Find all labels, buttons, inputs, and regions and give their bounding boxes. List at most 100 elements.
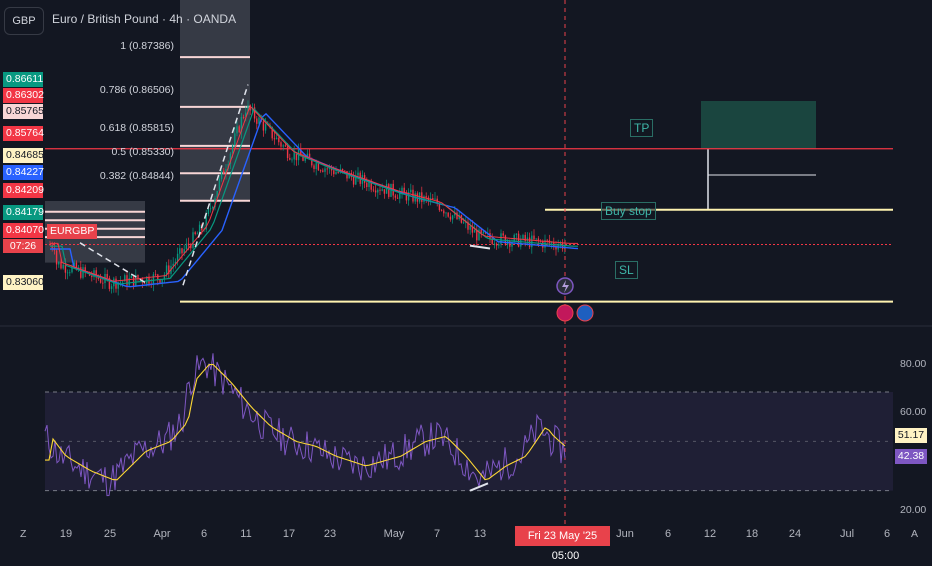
candle-body xyxy=(242,117,245,118)
candle-body xyxy=(460,214,463,223)
x-tick-label: 6 xyxy=(664,528,672,540)
candle-body xyxy=(368,181,370,188)
price-label: 0.86611 xyxy=(3,72,43,87)
rsi-moving-average xyxy=(45,363,566,481)
candle-body xyxy=(58,261,60,265)
candle-body xyxy=(289,157,291,160)
candle-body xyxy=(97,277,100,279)
candle-body xyxy=(396,197,399,199)
x-tick-label: Jun xyxy=(616,528,634,540)
price-chart[interactable] xyxy=(0,0,932,550)
candle-body xyxy=(306,153,309,158)
x-tick-label: 12 xyxy=(703,528,717,540)
candle-body xyxy=(304,157,306,161)
candle-body xyxy=(326,168,328,170)
candle-body xyxy=(159,279,161,283)
candle-body xyxy=(143,282,146,284)
candle-body xyxy=(322,170,324,172)
candle-body xyxy=(214,198,216,207)
candle-body xyxy=(207,208,210,214)
candle-body xyxy=(102,282,104,284)
candle-body xyxy=(275,137,278,140)
candle-body xyxy=(128,278,130,286)
candle-body xyxy=(192,232,194,249)
candle-body xyxy=(69,272,71,274)
candle-body xyxy=(372,189,375,191)
trend-dash xyxy=(469,244,491,250)
price-label: 0.86302 xyxy=(3,88,44,103)
candle-body xyxy=(60,261,62,269)
candle-body xyxy=(383,189,386,194)
candle-body xyxy=(55,250,58,265)
candle-body xyxy=(216,190,218,199)
buy-stop-label[interactable]: Buy stop xyxy=(601,202,656,220)
candle-body xyxy=(106,273,108,278)
rsi-axis-80: 80.00 xyxy=(900,358,927,370)
candle-body xyxy=(302,156,304,161)
candle-body xyxy=(220,170,223,179)
candle-body xyxy=(522,234,524,240)
candle-body xyxy=(119,281,122,283)
candle-body xyxy=(62,264,64,269)
candle-body xyxy=(434,198,436,200)
candle-body xyxy=(315,163,317,169)
candle-body xyxy=(478,229,480,241)
candle-body xyxy=(135,274,137,286)
trend-dash xyxy=(79,242,146,284)
candle-body xyxy=(80,267,82,278)
tp-zone xyxy=(701,101,816,149)
sl-label[interactable]: SL xyxy=(615,261,638,279)
candle-body xyxy=(385,184,388,194)
candle-body xyxy=(531,235,533,248)
candle-body xyxy=(394,195,397,198)
candle-body xyxy=(355,175,357,185)
candle-body xyxy=(181,248,183,254)
candle-body xyxy=(341,169,344,171)
candle-body xyxy=(390,183,392,197)
candle-body xyxy=(264,124,267,131)
candle-body xyxy=(282,145,284,147)
candle-body xyxy=(526,237,529,241)
candle-body xyxy=(82,267,84,278)
candle-body xyxy=(473,230,476,233)
candle-body xyxy=(388,184,390,197)
moving-average-red xyxy=(50,105,578,282)
candle-body xyxy=(335,172,337,175)
symbol-tag: EURGBP xyxy=(47,224,98,239)
lightning-glyph xyxy=(562,280,569,293)
crosshair-date: Fri 23 May '25 xyxy=(527,530,598,542)
candle-body xyxy=(49,244,51,246)
x-tick-label: 24 xyxy=(788,528,802,540)
tp-label[interactable]: TP xyxy=(630,119,654,137)
x-tick-label: 17 xyxy=(282,528,296,540)
candle-body xyxy=(165,265,168,275)
candle-body xyxy=(273,138,276,140)
chart-stage[interactable] xyxy=(0,0,932,550)
candle-body xyxy=(291,159,293,161)
candle-body xyxy=(462,222,465,224)
candle-body xyxy=(524,234,526,241)
symbol-badge[interactable]: GBP xyxy=(4,7,44,35)
x-tick-label: 6 xyxy=(200,528,208,540)
timezone-icon[interactable]: Z xyxy=(20,528,27,540)
candle-body xyxy=(146,276,148,284)
x-tick-label: May xyxy=(383,528,405,540)
crosshair-date-tag: Fri 23 May '25 05:00 xyxy=(515,526,610,562)
candle-body xyxy=(108,277,111,289)
candle-body xyxy=(172,263,174,266)
auto-scale-icon[interactable]: A xyxy=(911,528,919,540)
candle-body xyxy=(66,272,69,274)
candle-body xyxy=(502,233,504,236)
candle-body xyxy=(377,189,379,193)
x-tick-label: 6 xyxy=(883,528,891,540)
candle-body xyxy=(324,168,326,172)
candle-body xyxy=(537,238,540,242)
candle-body xyxy=(209,208,212,210)
candle-body xyxy=(509,241,511,247)
fib-level-label: 0.382 (0.84844) xyxy=(99,170,174,182)
candle-body xyxy=(517,233,520,247)
candle-body xyxy=(73,262,75,267)
price-label: 0.84070 xyxy=(3,223,44,238)
candle-body xyxy=(132,275,135,286)
x-tick-label: 11 xyxy=(240,528,252,540)
